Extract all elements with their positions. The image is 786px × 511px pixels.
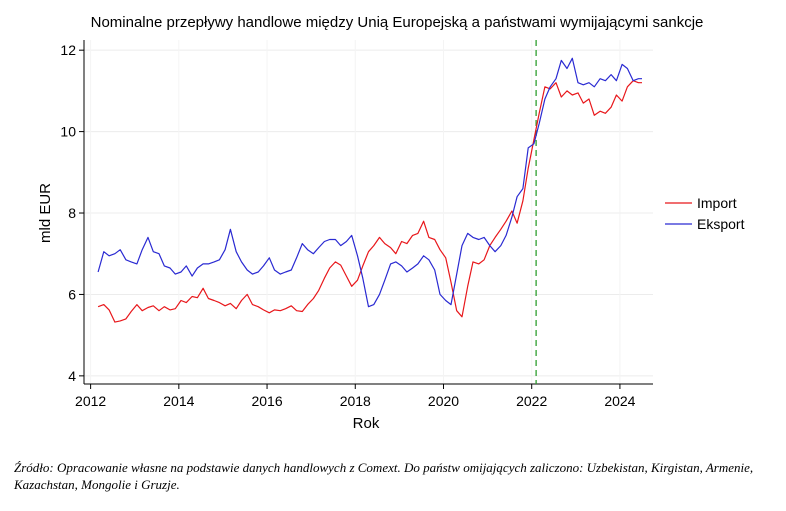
x-tick-label-4: 2020 xyxy=(428,393,459,409)
y-tick-label-0: 4 xyxy=(68,368,76,384)
y-axis-label: mld EUR xyxy=(37,183,54,243)
x-tick-label-1: 2014 xyxy=(163,393,194,409)
chart-title: Nominalne przepływy handlowe między Unią… xyxy=(91,14,704,31)
chart-axes: 4 6 8 10 12 2012 2014 2016 2018 2020 2022 2024 xyxy=(60,40,653,409)
legend-label-import: Import xyxy=(697,195,737,211)
series-line-import xyxy=(97,80,642,323)
x-tick-label-0: 2012 xyxy=(75,393,106,409)
x-tick-label-6: 2024 xyxy=(604,393,635,409)
y-tick-label-4: 12 xyxy=(60,42,76,58)
x-tick-label-3: 2018 xyxy=(340,393,371,409)
legend-label-eksport: Eksport xyxy=(697,216,745,232)
series-line-eksport xyxy=(97,57,642,308)
line-chart: Nominalne przepływy handlowe między Unią… xyxy=(37,14,745,432)
chart-series xyxy=(97,40,642,384)
x-tick-label-5: 2022 xyxy=(516,393,547,409)
x-tick-label-2: 2016 xyxy=(251,393,282,409)
x-axis-label: Rok xyxy=(353,415,380,432)
y-tick-label-2: 8 xyxy=(68,205,76,221)
source-footnote: Źródło: Opracowanie własne na podstawie … xyxy=(14,460,754,492)
chart-legend: Import Eksport xyxy=(665,195,745,232)
y-tick-label-1: 6 xyxy=(68,286,76,302)
y-tick-label-3: 10 xyxy=(60,124,76,140)
chart-grid xyxy=(84,40,653,384)
